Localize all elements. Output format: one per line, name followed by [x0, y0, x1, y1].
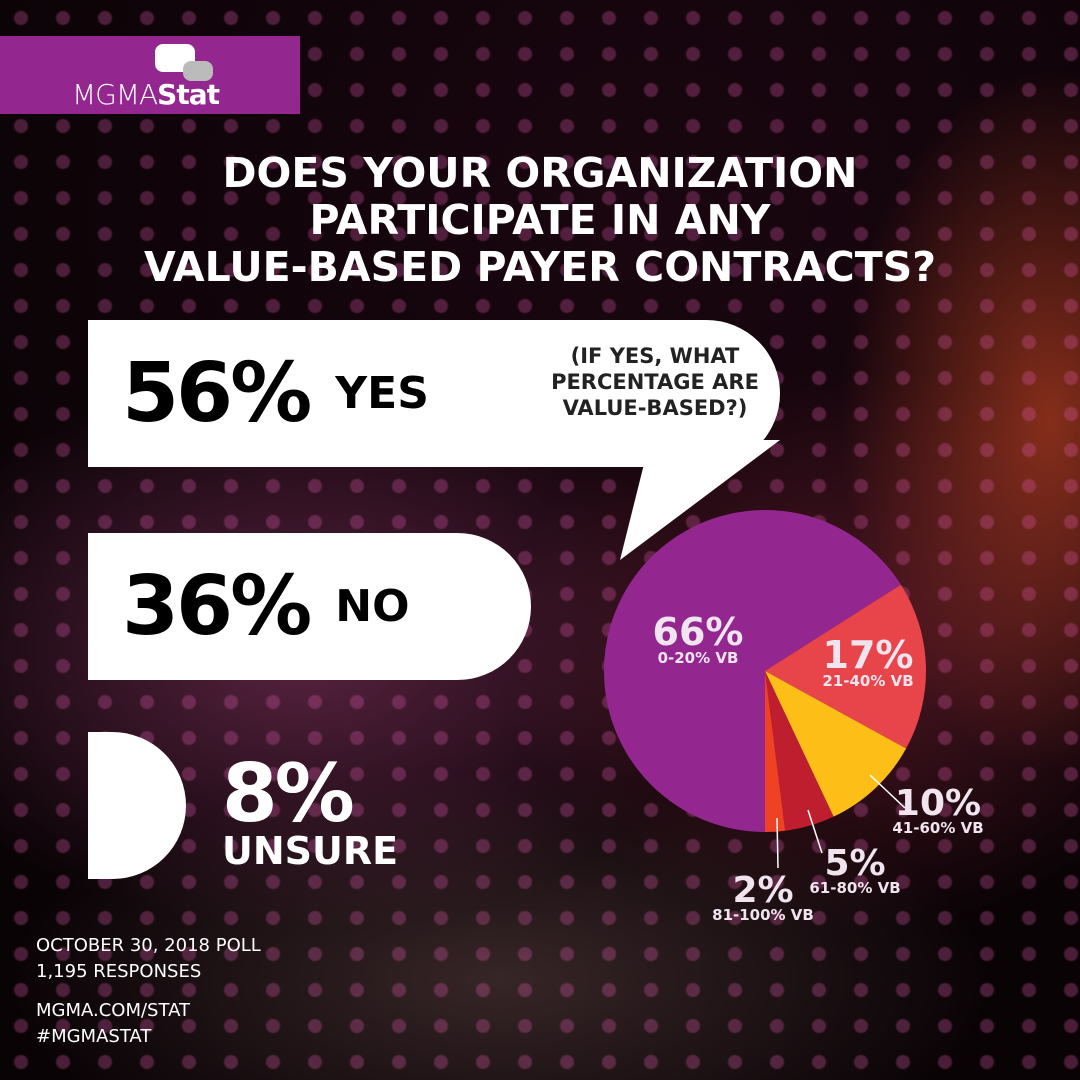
answer-value: 36% [122, 559, 312, 654]
leader-line [869, 774, 906, 809]
pie-slice [765, 671, 907, 817]
slice-value-label: 66% [653, 610, 744, 654]
answer-unsure: 8% UNSURE [222, 747, 399, 873]
answer-value: 8% [222, 747, 355, 840]
slice-category-label: 81-100% VB [712, 906, 814, 924]
callout-pointer [620, 440, 780, 560]
poll-date: OCTOBER 30, 2018 POLL [36, 935, 261, 956]
slice-category-label: 61-80% VB [809, 879, 900, 897]
answer-yes-card: 56% YES [88, 320, 780, 467]
slice-category-label: 21-40% VB [822, 672, 913, 690]
pie-slice [603, 509, 901, 832]
slice-category-label: 41-60% VB [892, 819, 983, 837]
pie-slice [765, 671, 834, 831]
answer-no-card: 36% NO [88, 533, 531, 680]
response-count: 1,195 RESPONSES [36, 961, 202, 982]
answer-label: YES [335, 368, 429, 419]
followup-question: (IF YES, WHAT PERCENTAGE ARE VALUE-BASED… [551, 344, 759, 420]
answer-value: 56% [122, 346, 312, 441]
logo-text: MGMA [72, 78, 158, 111]
slice-value-label: 10% [895, 783, 981, 824]
chat-bubble-icon [183, 61, 213, 81]
website-link[interactable]: MGMA.COM/STAT [36, 1000, 190, 1021]
hashtag: #MGMASTAT [36, 1026, 152, 1047]
slice-category-label: 0-20% VB [658, 649, 739, 667]
page-title: DOES YOUR ORGANIZATION PARTICIPATE IN AN… [0, 150, 1080, 291]
pie-slice [765, 584, 926, 749]
slice-value-label: 17% [823, 633, 914, 677]
leader-line [776, 817, 779, 869]
answer-label: NO [335, 581, 410, 632]
slice-value-label: 2% [732, 870, 793, 911]
title-line: DOES YOUR ORGANIZATION [222, 149, 858, 197]
pie-slice [765, 671, 786, 832]
slice-value-label: 5% [824, 843, 885, 884]
answer-label: UNSURE [222, 829, 399, 873]
title-line: PARTICIPATE IN ANY [309, 196, 771, 244]
poll-info: OCTOBER 30, 2018 POLL 1,195 RESPONSES [36, 933, 261, 985]
title-line: VALUE-BASED PAYER CONTRACTS? [143, 243, 936, 291]
mgma-stat-logo: MGMAStat [0, 36, 300, 114]
logo-text-bold: Stat [157, 78, 220, 111]
leader-line [807, 809, 823, 854]
links: MGMA.COM/STAT #MGMASTAT [36, 998, 190, 1050]
